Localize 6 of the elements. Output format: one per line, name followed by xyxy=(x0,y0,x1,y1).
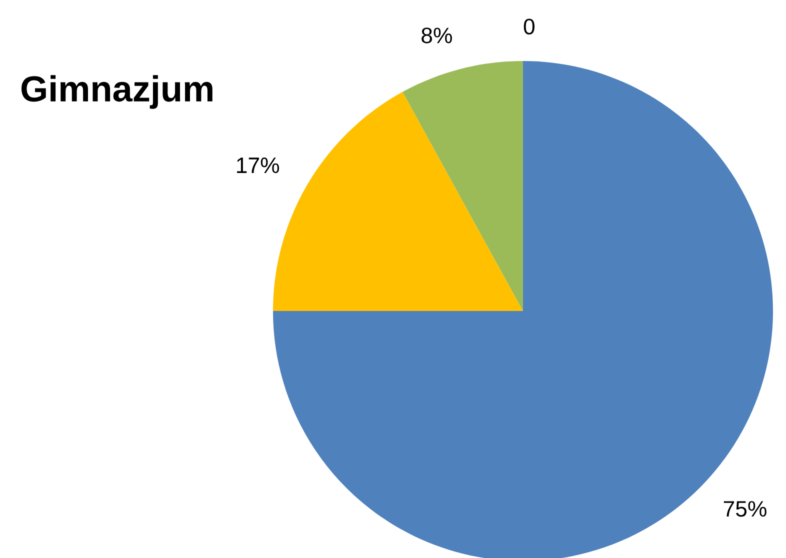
data-label: 75% xyxy=(724,501,766,517)
data-label: 8% xyxy=(422,28,452,44)
text: Gimnazjum xyxy=(21,75,212,109)
pie-slice xyxy=(402,61,523,311)
text: 0 xyxy=(524,18,534,34)
data-label: 17% xyxy=(237,158,280,174)
